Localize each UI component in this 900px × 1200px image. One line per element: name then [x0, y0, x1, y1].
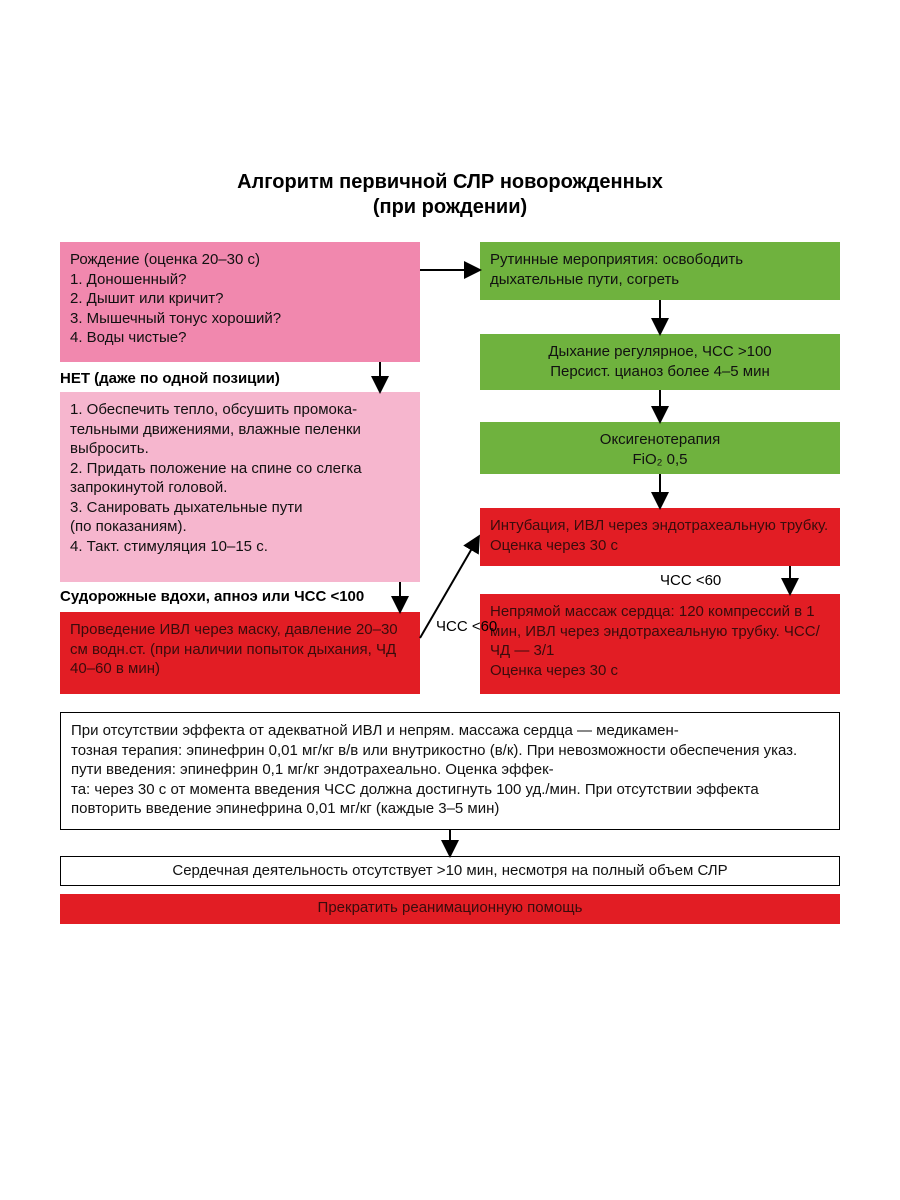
node-ivl-mask: Проведение ИВЛ через маску, давление 20–…: [60, 612, 420, 694]
node-routine: Рутинные мероприятия: освободить дыхател…: [480, 242, 840, 300]
node-birth-assessment: Рождение (оценка 20–30 с)1. Доношенный?2…: [60, 242, 420, 362]
node-massage: Непрямой массаж сердца: 120 компрессий в…: [480, 594, 840, 694]
title-line1: Алгоритм первичной СЛР новорожденных: [237, 171, 663, 193]
node-routine-text: Рутинные мероприятия: освободить дыхател…: [490, 251, 743, 288]
node-breathing-text: Дыхание регулярное, ЧСС >100Персист. циа…: [548, 343, 771, 380]
node-medication: При отсутствии эффекта от адекватной ИВЛ…: [60, 712, 840, 830]
label-chss60-mid: ЧСС <60: [436, 618, 497, 635]
chart-title: Алгоритм первичной СЛР новорожденных (пр…: [60, 170, 840, 220]
label-chss60-right: ЧСС <60: [660, 572, 721, 589]
node-no-activity-text: Сердечная деятельность отсутствует >10 м…: [172, 862, 727, 879]
flow-area: Рождение (оценка 20–30 с)1. Доношенный?2…: [60, 242, 840, 942]
node-no-activity: Сердечная деятельность отсутствует >10 м…: [60, 856, 840, 886]
node-ivl-mask-text: Проведение ИВЛ через маску, давление 20–…: [70, 621, 398, 677]
node-intubation: Интубация, ИВЛ через эндотрахеальную тру…: [480, 508, 840, 566]
flowchart-canvas: Алгоритм первичной СЛР новорожденных (пр…: [60, 170, 840, 942]
node-steps-text: 1. Обеспечить тепло, обсушить промока-те…: [70, 401, 362, 555]
node-massage-text: Непрямой массаж сердца: 120 компрессий в…: [490, 603, 820, 679]
node-birth-text: Рождение (оценка 20–30 с)1. Доношенный?2…: [70, 251, 281, 346]
node-stop: Прекратить реанимационную помощь: [60, 894, 840, 924]
node-oxygen-text: ОксигенотерапияFiO₂ 0,5: [600, 431, 720, 468]
node-breathing: Дыхание регулярное, ЧСС >100Персист. циа…: [480, 334, 840, 390]
label-no: НЕТ (даже по одной позиции): [60, 370, 280, 387]
node-intubation-text: Интубация, ИВЛ через эндотрахеальную тру…: [490, 517, 828, 554]
node-medication-text: При отсутствии эффекта от адекватной ИВЛ…: [71, 722, 797, 817]
node-stop-text: Прекратить реанимационную помощь: [318, 899, 583, 916]
node-oxygen: ОксигенотерапияFiO₂ 0,5: [480, 422, 840, 474]
title-line2: (при рождении): [373, 196, 527, 218]
node-initial-steps: 1. Обеспечить тепло, обсушить промока-те…: [60, 392, 420, 582]
label-convulsive: Судорожные вдохи, апноэ или ЧСС <100: [60, 588, 364, 605]
